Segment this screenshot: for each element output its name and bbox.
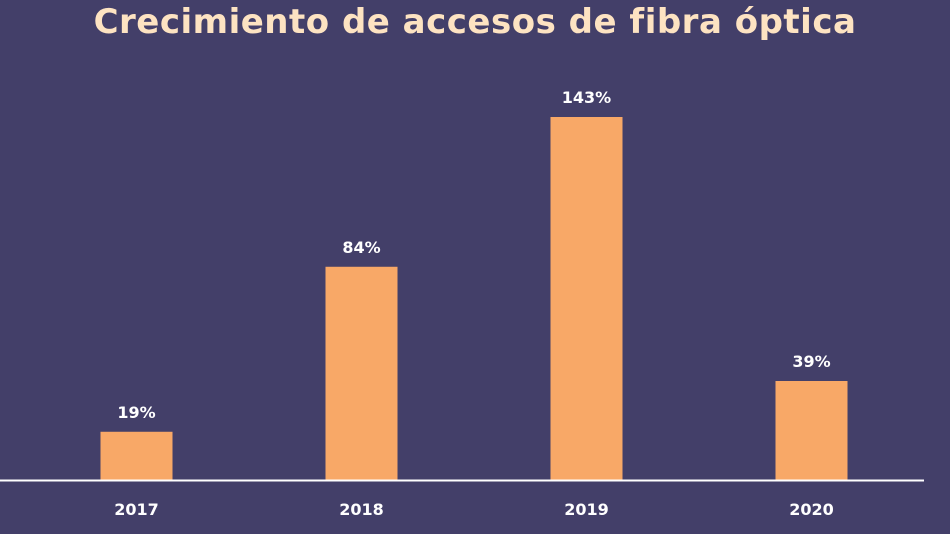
data-label-2019: 143%: [562, 88, 611, 107]
bar-2019: [550, 117, 623, 480]
chart-title: Crecimiento de accesos de fibra óptica: [93, 2, 857, 42]
data-labels-group: 19% 84% 143% 39%: [117, 88, 830, 422]
bar-2017: [100, 431, 173, 480]
bar-2018: [325, 266, 398, 480]
x-tick-label-2017: 2017: [114, 500, 159, 519]
data-label-2017: 19%: [117, 403, 155, 422]
bar-2020: [775, 381, 848, 480]
x-tick-label-2018: 2018: [339, 500, 384, 519]
x-tick-label-2020: 2020: [789, 500, 834, 519]
x-tick-labels-group: 2017 2018 2019 2020: [114, 500, 834, 519]
bars-group: [100, 117, 848, 480]
data-label-2018: 84%: [342, 238, 380, 257]
x-tick-label-2019: 2019: [564, 500, 609, 519]
data-label-2020: 39%: [792, 352, 830, 371]
